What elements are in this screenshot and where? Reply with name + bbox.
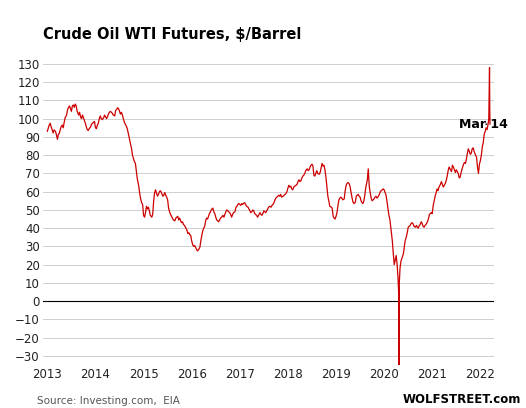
Text: Mar 14: Mar 14 [459, 118, 508, 131]
Text: Crude Oil WTI Futures, $/Barrel: Crude Oil WTI Futures, $/Barrel [43, 27, 301, 42]
Text: WOLFSTREET.com: WOLFSTREET.com [402, 393, 521, 406]
Text: Source: Investing.com,  EIA: Source: Investing.com, EIA [37, 396, 180, 406]
